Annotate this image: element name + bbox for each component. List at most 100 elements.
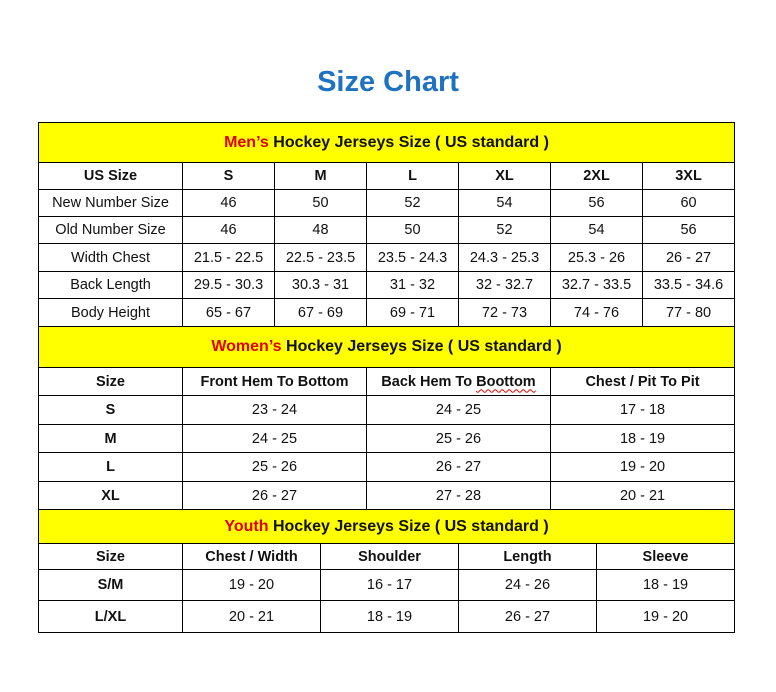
table-cell: 32.7 - 33.5: [550, 271, 643, 299]
table-cell: 23.5 - 24.3: [366, 243, 459, 272]
table-cell: 21.5 - 22.5: [182, 243, 275, 272]
row-label-cell: Old Number Size: [38, 216, 183, 244]
table-cell: 19 - 20: [595, 600, 736, 633]
table-cell: 26 - 27: [641, 243, 736, 272]
column-header-label: Shoulder: [358, 548, 421, 565]
section-title-prefix: Women’s: [211, 338, 282, 355]
row-label-cell: Width Chest: [38, 243, 183, 272]
column-header-label: Size: [95, 373, 125, 390]
column-header-label: XL: [495, 168, 514, 184]
table-row: XL 26 - 27 27 - 28 20 - 21: [38, 481, 736, 510]
table-cell: 26 - 27: [182, 481, 367, 510]
column-header: Size: [38, 367, 183, 396]
table-cell: 20 - 21: [549, 481, 736, 510]
table-cell: 72 - 73: [458, 298, 551, 327]
table-cell: 69 - 71: [366, 298, 459, 327]
row-label-cell: New Number Size: [38, 189, 183, 217]
misspelled-word: Boottom: [476, 373, 536, 390]
table-cell: 25 - 26: [182, 452, 367, 482]
column-header-label: 3XL: [675, 168, 702, 184]
section-title-prefix: Men’s: [224, 133, 269, 151]
table-cell: 24 - 25: [366, 395, 551, 425]
table-cell: 30.3 - 31: [274, 271, 367, 299]
column-header: Back Hem To Boottom: [366, 367, 551, 396]
table-cell: 29.5 - 30.3: [182, 271, 275, 299]
table-cell: 18 - 19: [595, 569, 736, 601]
section-title-suffix: Hockey Jerseys Size ( US standard ): [268, 133, 549, 151]
row-label-cell: L/XL: [38, 600, 183, 633]
men-section-title: Men’s Hockey Jerseys Size ( US standard …: [37, 122, 736, 163]
table-cell: 77 - 80: [641, 298, 736, 327]
table-cell: 19 - 20: [549, 452, 736, 482]
row-label-cell: Back Length: [38, 271, 183, 299]
table-cell: 67 - 69: [274, 298, 367, 327]
table-cell: 32 - 32.7: [458, 271, 551, 299]
table-row: Old Number Size 46 48 50 52 54 56: [38, 216, 736, 244]
table-cell: 23 - 24: [182, 395, 367, 425]
column-header: Chest / Width: [182, 543, 321, 570]
table-cell: 18 - 19: [320, 600, 459, 633]
table-cell: 25 - 26: [366, 424, 551, 453]
table-cell: 26 - 27: [458, 600, 597, 633]
table-cell: 31 - 32: [366, 271, 459, 299]
section-title-suffix: Hockey Jerseys Size ( US standard ): [281, 338, 562, 355]
table-cell: 22.5 - 23.5: [274, 243, 367, 272]
youth-header-row: Youth Hockey Jerseys Size ( US standard …: [37, 509, 736, 544]
table-row: S/M 19 - 20 16 - 17 24 - 26 18 - 19: [38, 569, 736, 601]
table-cell: 26 - 27: [366, 452, 551, 482]
table-cell: 74 - 76: [550, 298, 643, 327]
table-cell: 25.3 - 26: [550, 243, 643, 272]
column-header: 2XL: [550, 162, 643, 190]
column-header: XL: [458, 162, 551, 190]
table-cell: 52: [366, 189, 459, 217]
column-header: US Size: [38, 162, 183, 190]
table-row: Back Length 29.5 - 30.3 30.3 - 31 31 - 32 32…: [38, 271, 736, 299]
men-header-row: Men’s Hockey Jerseys Size ( US standard …: [37, 122, 736, 163]
column-header-label: Chest / Width: [205, 548, 298, 565]
column-header-label: M: [314, 168, 327, 184]
womens-size-table: Women’s Hockey Jerseys Size ( US standar…: [37, 326, 736, 510]
table-cell: 18 - 19: [549, 424, 736, 453]
mens-size-table: Men’s Hockey Jerseys Size ( US standard …: [37, 122, 736, 327]
row-label-cell: S/M: [38, 569, 183, 601]
table-row: M 24 - 25 25 - 26 18 - 19: [38, 424, 736, 453]
table-cell: 52: [458, 216, 551, 244]
column-header: Front Hem To Bottom: [182, 367, 367, 396]
column-header: Size: [38, 543, 183, 570]
column-header-label: Sleeve: [642, 548, 689, 565]
column-header: 3XL: [641, 162, 736, 190]
column-header-label: US Size: [83, 168, 138, 184]
women-header-row: Women’s Hockey Jerseys Size ( US standar…: [37, 326, 736, 368]
table-cell: 54: [550, 216, 643, 244]
row-label-cell: M: [38, 424, 183, 453]
column-header-label: Size: [95, 548, 125, 565]
table-row: L/XL 20 - 21 18 - 19 26 - 27 19 - 20: [38, 600, 736, 633]
table-cell: 19 - 20: [182, 569, 321, 601]
column-header-row: Size Chest / Width Shoulder Length Sleeve: [38, 543, 736, 570]
table-cell: 24 - 26: [458, 569, 597, 601]
youth-size-table: Youth Hockey Jerseys Size ( US standard …: [37, 509, 736, 633]
table-cell: 54: [458, 189, 551, 217]
table-cell: 24 - 25: [182, 424, 367, 453]
table-cell: 50: [274, 189, 367, 217]
youth-section-title: Youth Hockey Jerseys Size ( US standard …: [37, 509, 736, 544]
table-cell: 46: [182, 189, 275, 217]
table-cell: 16 - 17: [320, 569, 459, 601]
table-cell: 50: [366, 216, 459, 244]
row-label-cell: XL: [38, 481, 183, 510]
row-label-cell: S: [38, 395, 183, 425]
column-header-label: Back Hem To Boottom: [381, 373, 536, 390]
women-section-title: Women’s Hockey Jerseys Size ( US standar…: [37, 326, 736, 368]
table-cell: 48: [274, 216, 367, 244]
table-cell: 65 - 67: [182, 298, 275, 327]
table-row: Body Height 65 - 67 67 - 69 69 - 71 72 - 73 7…: [38, 298, 736, 327]
column-header: Length: [458, 543, 597, 570]
table-cell: 24.3 - 25.3: [458, 243, 551, 272]
column-header-label: L: [408, 168, 417, 184]
page-title: Size Chart: [317, 66, 459, 98]
table-cell: 33.5 - 34.6: [641, 271, 736, 299]
column-header-row: Size Front Hem To Bottom Back Hem To Boott…: [38, 367, 736, 396]
table-cell: 46: [182, 216, 275, 244]
row-label-cell: Body Height: [38, 298, 183, 327]
column-header-label: Front Hem To Bottom: [200, 373, 349, 390]
